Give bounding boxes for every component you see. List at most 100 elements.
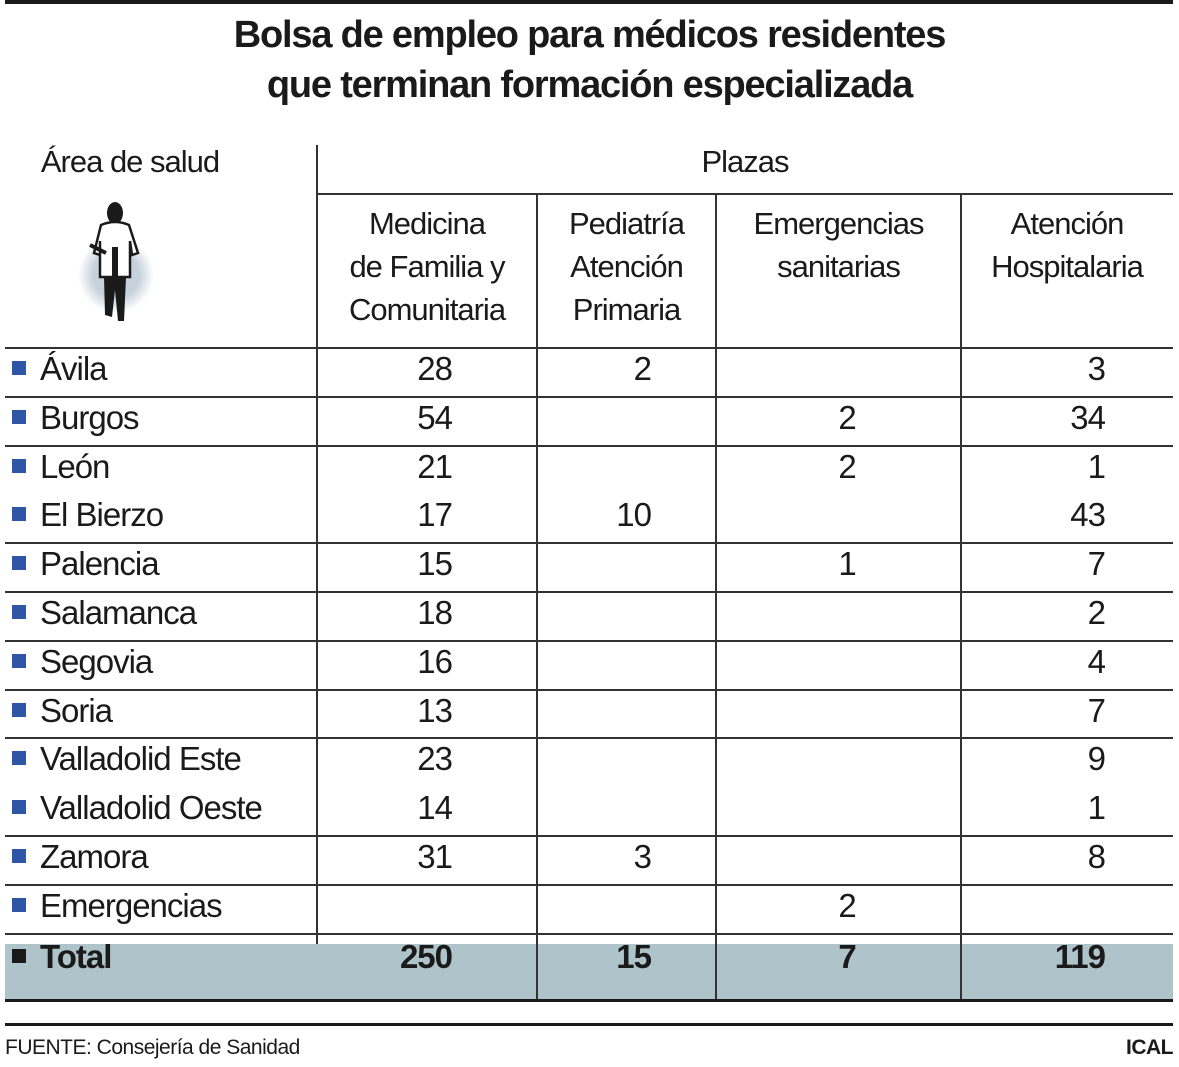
column-header-line: Emergencias bbox=[753, 206, 925, 241]
cell-value: 2 bbox=[838, 399, 856, 436]
cell-value: 21 bbox=[417, 448, 453, 485]
area-name: Segovia bbox=[40, 643, 153, 680]
total-label: Total bbox=[12, 938, 112, 976]
row-marker-icon bbox=[12, 654, 26, 669]
cell-value: 2 bbox=[1087, 594, 1106, 631]
cell-value: 23 bbox=[417, 740, 453, 777]
area-label: Valladolid Este bbox=[12, 740, 242, 778]
cell-value: 1 bbox=[838, 545, 856, 582]
agency-credit: ICAL bbox=[1126, 1036, 1174, 1059]
area-name: El Bierzo bbox=[40, 496, 164, 533]
cell-value: 13 bbox=[417, 692, 453, 729]
area-name: Valladolid Este bbox=[40, 740, 242, 777]
cell-value: 2 bbox=[633, 350, 652, 387]
title-line-2: que terminan formación especializada bbox=[266, 64, 913, 106]
row-marker-icon bbox=[12, 800, 26, 815]
row-marker-icon bbox=[12, 751, 26, 766]
top-rule bbox=[5, 0, 1173, 4]
row-marker-icon bbox=[12, 849, 26, 864]
column-header-line bbox=[961, 288, 1173, 331]
area-label: Palencia bbox=[12, 545, 160, 583]
doctor-silhouette-icon bbox=[78, 202, 154, 321]
column-header: Pediatría Atención Primaria bbox=[537, 202, 716, 331]
cell-value: 28 bbox=[417, 350, 453, 387]
area-name: Total bbox=[40, 938, 112, 975]
area-label: Ávila bbox=[12, 350, 108, 388]
cell-value: 34 bbox=[1070, 399, 1106, 436]
divider bbox=[5, 933, 1173, 935]
row-marker-icon bbox=[12, 410, 26, 425]
divider bbox=[5, 689, 1173, 691]
column-header: Atención Hospitalaria bbox=[961, 202, 1173, 331]
column-header: Emergencias sanitarias bbox=[716, 202, 961, 331]
column-header-line bbox=[716, 288, 961, 331]
group-header: Plazas bbox=[701, 144, 789, 179]
cell-value: 2 bbox=[838, 887, 856, 924]
area-label: Burgos bbox=[12, 399, 140, 437]
column-header-line: Atención bbox=[570, 249, 684, 284]
column-header-line: Primaria bbox=[572, 292, 681, 327]
column-header-line: Atención bbox=[1010, 206, 1125, 241]
cell-value: 1 bbox=[1087, 789, 1106, 826]
cell-value: 54 bbox=[417, 399, 453, 436]
area-label: El Bierzo bbox=[12, 496, 164, 534]
area-label: Soria bbox=[12, 692, 113, 730]
area-name: Valladolid Oeste bbox=[40, 789, 263, 826]
area-name: Burgos bbox=[40, 399, 140, 436]
chart-title: Bolsa de empleo para médicos residentes … bbox=[0, 10, 1179, 110]
row-marker-icon bbox=[12, 703, 26, 718]
cell-value: 7 bbox=[1087, 692, 1106, 729]
area-name: Soria bbox=[40, 692, 113, 729]
title-line-1: Bolsa de empleo para médicos residentes bbox=[233, 14, 947, 56]
area-name: Zamora bbox=[40, 838, 149, 875]
divider bbox=[5, 591, 1173, 593]
row-marker-icon bbox=[12, 605, 26, 620]
cell-value: 31 bbox=[417, 838, 453, 875]
area-name: Palencia bbox=[40, 545, 160, 582]
cell-value: 18 bbox=[417, 594, 453, 631]
column-header-line: sanitarias bbox=[777, 249, 901, 284]
row-header: Área de salud bbox=[40, 144, 220, 179]
cell-value: 3 bbox=[1087, 350, 1106, 387]
row-marker-icon bbox=[12, 949, 26, 964]
area-name: Salamanca bbox=[40, 594, 197, 631]
divider bbox=[536, 194, 538, 1000]
divider bbox=[5, 542, 1173, 544]
row-marker-icon bbox=[12, 898, 26, 913]
area-label: Emergencias bbox=[12, 887, 223, 925]
area-label: Valladolid Oeste bbox=[12, 789, 263, 827]
row-marker-icon bbox=[12, 361, 26, 376]
cell-value: 43 bbox=[1070, 496, 1106, 533]
cell-value: 15 bbox=[417, 545, 453, 582]
total-value: 119 bbox=[1054, 938, 1106, 975]
cell-value: 7 bbox=[1087, 545, 1106, 582]
column-header: Medicina de Familia y Comunitaria bbox=[317, 202, 537, 331]
cell-value: 17 bbox=[417, 496, 453, 533]
column-header-line: Hospitalaria bbox=[991, 249, 1144, 284]
divider bbox=[960, 194, 962, 1000]
divider bbox=[5, 445, 1173, 447]
total-value: 15 bbox=[616, 938, 652, 975]
cell-value: 16 bbox=[417, 643, 453, 680]
source-note: FUENTE: Consejería de Sanidad bbox=[5, 1036, 300, 1059]
column-header-line: de Familia y bbox=[349, 249, 505, 284]
divider bbox=[5, 396, 1173, 398]
area-label: Segovia bbox=[12, 643, 153, 681]
cell-value: 8 bbox=[1087, 838, 1106, 875]
cell-value: 1 bbox=[1087, 448, 1106, 485]
divider bbox=[5, 999, 1173, 1002]
cell-value: 9 bbox=[1087, 740, 1106, 777]
divider bbox=[317, 193, 1173, 195]
cell-value: 2 bbox=[838, 448, 856, 485]
total-row-background bbox=[5, 944, 1173, 1000]
total-value: 250 bbox=[399, 938, 453, 975]
row-marker-icon bbox=[12, 459, 26, 474]
column-header-line: Pediatría bbox=[568, 206, 685, 241]
cell-value: 14 bbox=[417, 789, 453, 826]
column-header-line: Medicina bbox=[368, 206, 486, 241]
area-label: León bbox=[12, 448, 110, 486]
row-marker-icon bbox=[12, 556, 26, 571]
column-header-line: Comunitaria bbox=[348, 292, 506, 327]
area-label: Salamanca bbox=[12, 594, 197, 632]
divider bbox=[5, 884, 1173, 886]
